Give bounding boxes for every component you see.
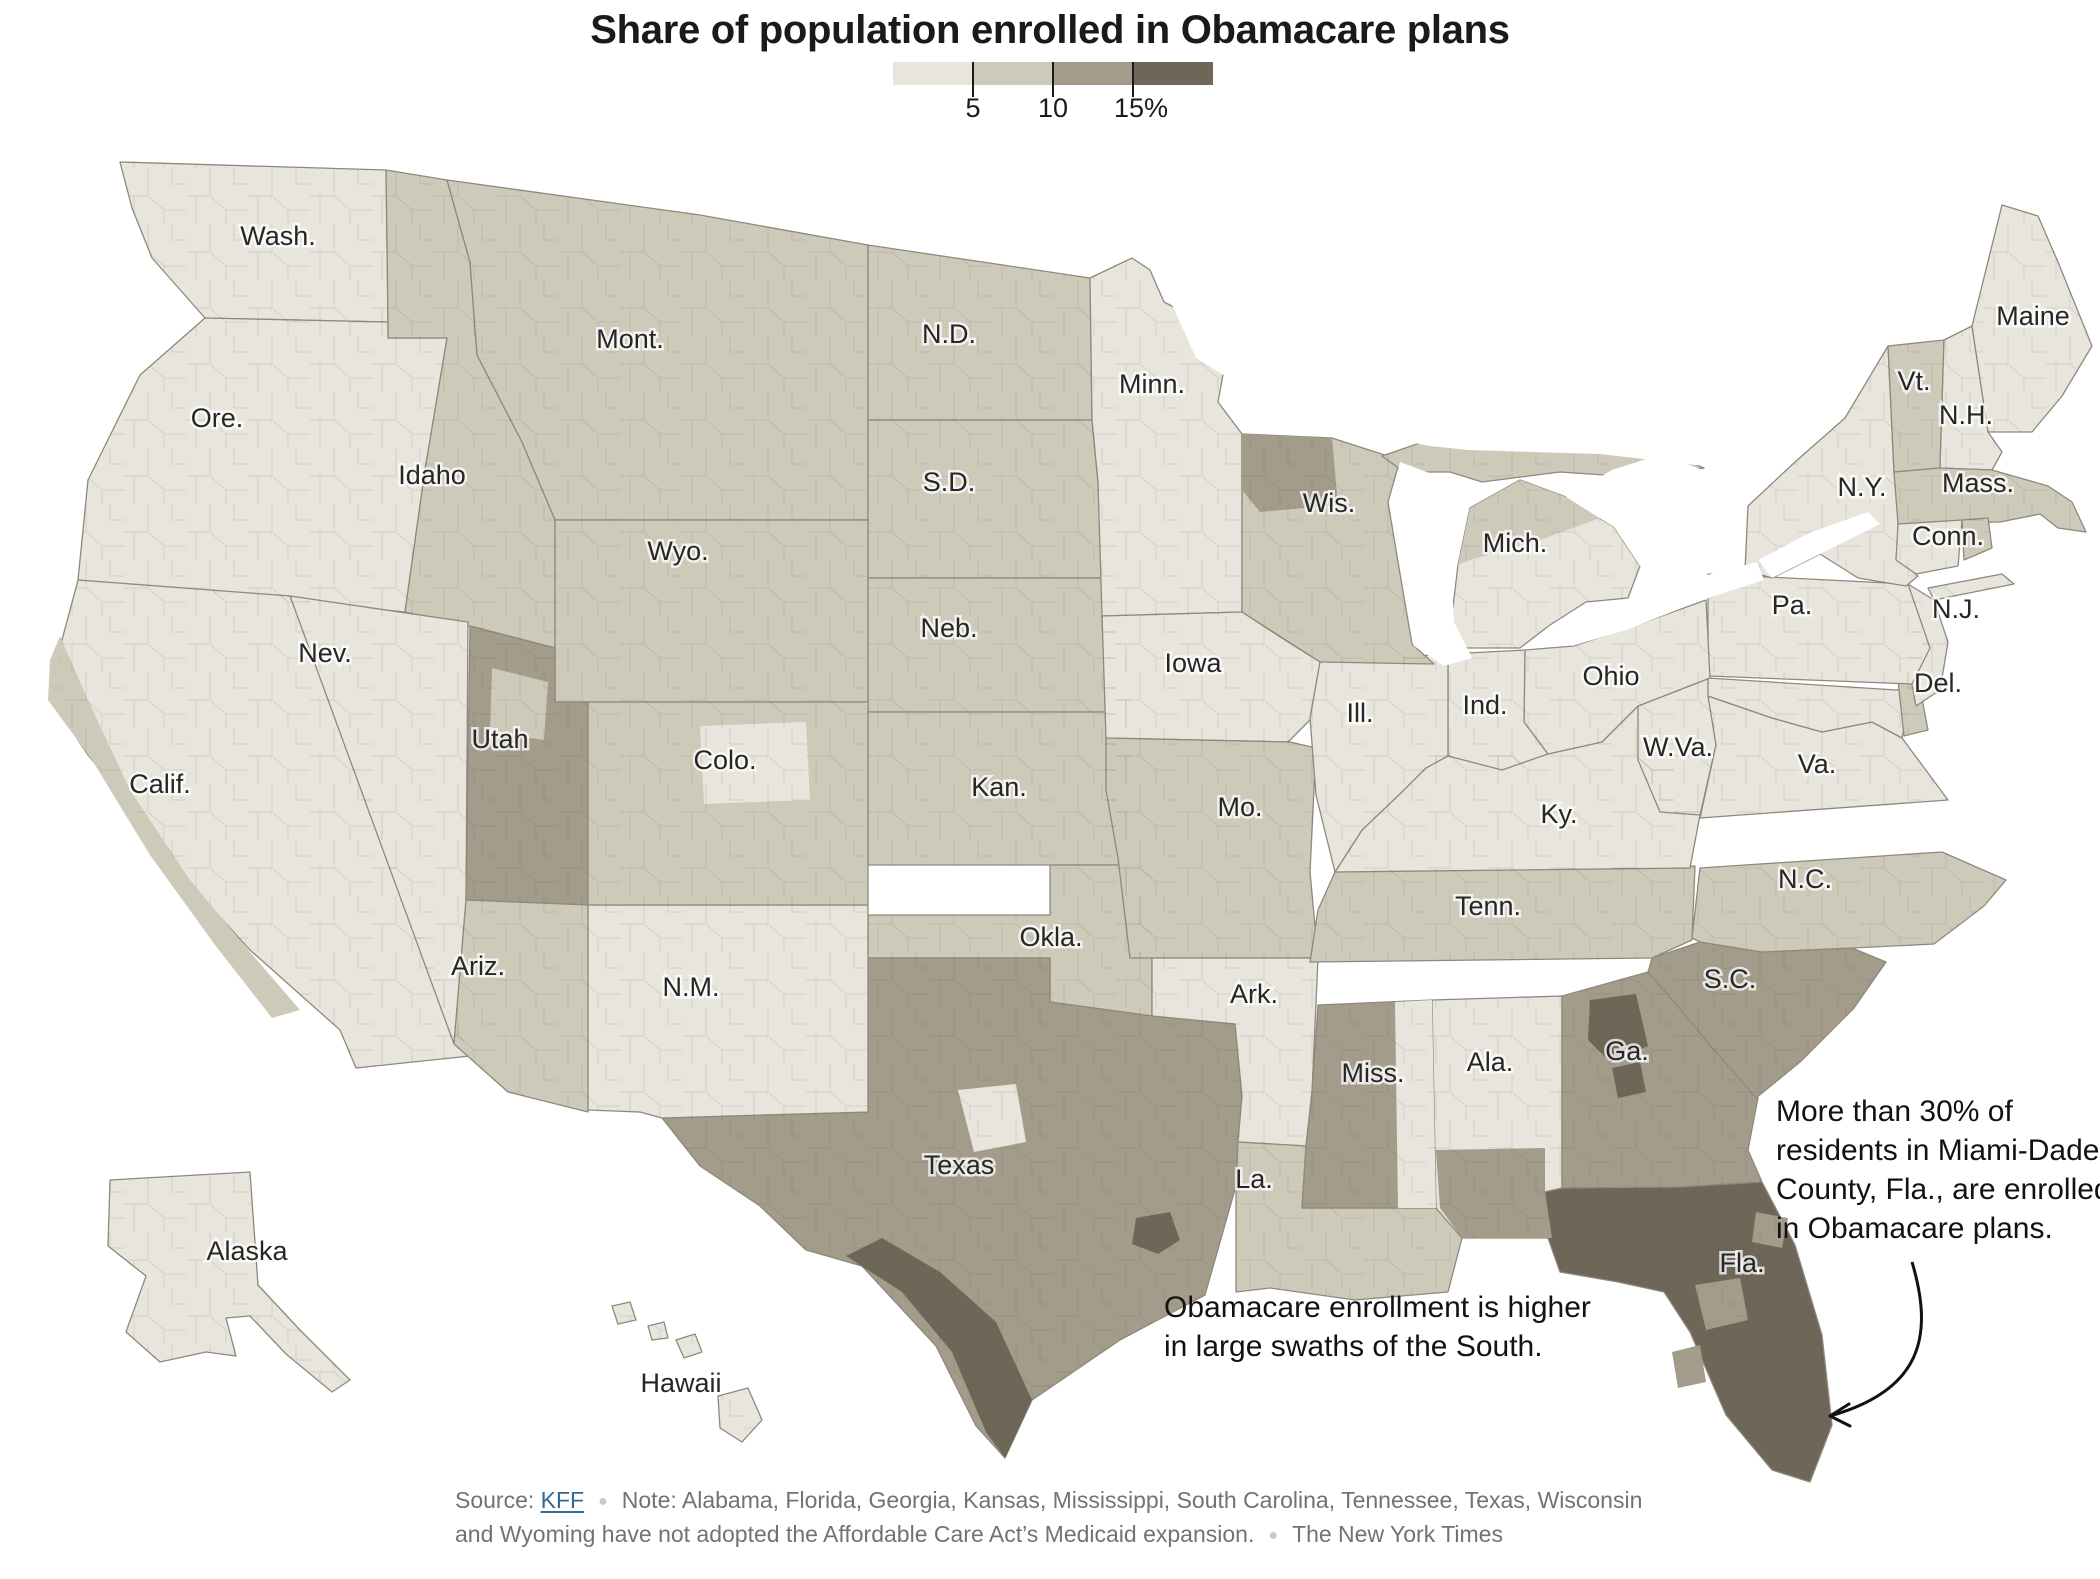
state-pa[interactable] (1707, 573, 1931, 685)
state-label-mich: Mich. (1483, 528, 1548, 558)
state-label-ill: Ill. (1347, 698, 1374, 728)
legend-tick (1052, 62, 1054, 97)
state-hi-oahu[interactable] (647, 1321, 669, 1341)
state-sd[interactable] (867, 419, 1103, 579)
state-nc[interactable] (1691, 851, 2007, 953)
legend-swatch (1133, 62, 1213, 85)
state-label-hi-maui: Hawaii (640, 1368, 721, 1398)
state-label-miss: Miss. (1342, 1058, 1405, 1088)
state-wyo[interactable] (554, 519, 869, 703)
state-label-wis: Wis. (1303, 488, 1355, 518)
legend-swatch (893, 62, 973, 85)
state-label-la: La. (1235, 1164, 1273, 1194)
state-label-sc: S.C. (1704, 964, 1757, 994)
legend-tick-labels: 5 10 15% (893, 85, 1213, 123)
state-label-conn: Conn. (1912, 521, 1984, 551)
legend-color-bar (893, 62, 1213, 97)
state-label-ore: Ore. (191, 403, 244, 433)
legend-tick-label: 10 (1037, 93, 1069, 123)
state-hi-kauai[interactable] (611, 1301, 637, 1325)
state-ore[interactable] (77, 317, 448, 613)
state-label-va: Va. (1798, 749, 1837, 779)
state-label-vt: Vt. (1897, 366, 1930, 396)
state-label-minn: Minn. (1119, 369, 1185, 399)
source-note: Source: KFF ● Note: Alabama, Florida, Geor… (455, 1484, 1655, 1552)
state-label-colo: Colo. (693, 745, 756, 775)
state-label-ky: Ky. (1540, 799, 1577, 829)
state-label-tenn: Tenn. (1455, 891, 1521, 921)
state-label-nm: N.M. (663, 972, 720, 1002)
county-patch-ga-mid-dark[interactable] (1612, 1062, 1646, 1098)
state-label-ny: N.Y. (1837, 472, 1886, 502)
state-label-wyo: Wyo. (647, 536, 708, 566)
legend-swatch (973, 62, 1053, 85)
source-label: Source: (455, 1487, 541, 1513)
state-label-mo: Mo. (1217, 792, 1262, 822)
legend-tick-label: 15% (1113, 93, 1169, 123)
state-hi-big[interactable] (717, 1387, 763, 1443)
state-label-nc: N.C. (1778, 864, 1832, 894)
state-nd[interactable] (867, 244, 1093, 421)
separator-dot: ● (1268, 1527, 1279, 1544)
state-label-ala: Ala. (1467, 1047, 1514, 1077)
county-patch-ala-south-dark[interactable] (1436, 1148, 1552, 1238)
annotation-south: Obamacare enrollment is higher in large … (1164, 1291, 1591, 1363)
annotation-arrow (1828, 1261, 1923, 1428)
page-title: Share of population enrolled in Obamacar… (590, 8, 1510, 52)
credit-text: The New York Times (1292, 1521, 1503, 1547)
state-label-alaska: Alaska (206, 1236, 288, 1266)
state-label-ark: Ark. (1230, 979, 1278, 1009)
state-mo[interactable] (1105, 737, 1319, 959)
state-label-mont: Mont. (596, 324, 664, 354)
state-alaska[interactable] (107, 1171, 351, 1393)
lake-superior (1170, 300, 1704, 466)
legend-swatch (1053, 62, 1133, 85)
state-label-kan: Kan. (971, 772, 1027, 802)
state-label-maine: Maine (1996, 301, 2070, 331)
county-patch-fla-sw-light[interactable] (1672, 1345, 1706, 1388)
kff-link[interactable]: KFF (540, 1487, 585, 1513)
legend-tick (1132, 62, 1134, 97)
note-text: Note: Alabama, Florida, Georgia, Kansas,… (455, 1487, 1643, 1547)
state-label-nd: N.D. (922, 319, 976, 349)
state-nm[interactable] (587, 904, 869, 1119)
state-label-iowa: Iowa (1164, 648, 1222, 678)
state-label-ind: Ind. (1462, 690, 1507, 720)
state-label-calif: Calif. (129, 769, 191, 799)
state-label-nh: N.H. (1939, 400, 1993, 430)
state-label-utah: Utah (471, 724, 528, 754)
state-label-okla: Okla. (1019, 922, 1082, 952)
state-ariz[interactable] (453, 899, 589, 1113)
state-label-idaho: Idaho (398, 460, 466, 490)
separator-dot: ● (598, 1493, 608, 1510)
lake-huron (1566, 454, 1702, 566)
legend: 5 10 15% (893, 62, 1213, 123)
legend-tick (972, 62, 974, 97)
lake-michigan (1390, 462, 1472, 666)
state-label-wva: W.Va. (1643, 732, 1713, 762)
state-label-ga: Ga. (1605, 1036, 1649, 1066)
lake-ontario (1758, 512, 1880, 578)
state-label-mass: Mass. (1942, 468, 2014, 498)
state-label-wash: Wash. (240, 221, 316, 251)
lake-erie (1560, 562, 1764, 646)
state-neb[interactable] (867, 577, 1133, 713)
state-hi-maui[interactable] (675, 1333, 703, 1359)
annotation-miami-dade: More than 30% of residents in Miami-Dade… (1776, 1095, 2100, 1245)
state-label-neb: Neb. (920, 613, 977, 643)
state-label-ariz: Ariz. (451, 951, 505, 981)
state-vt[interactable] (1887, 339, 1945, 473)
state-label-nev: Nev. (298, 638, 352, 668)
county-patch-miss-east-light[interactable] (1395, 1000, 1436, 1208)
state-label-fla: Fla. (1719, 1248, 1764, 1278)
state-label-sd: S.D. (923, 467, 976, 497)
legend-tick-label: 5 (965, 93, 981, 123)
state-label-ohio: Ohio (1582, 661, 1639, 691)
state-label-texas: Texas (924, 1150, 995, 1180)
state-label-pa: Pa. (1772, 590, 1813, 620)
state-label-del: Del. (1914, 668, 1962, 698)
state-label-nj: N.J. (1932, 594, 1980, 624)
